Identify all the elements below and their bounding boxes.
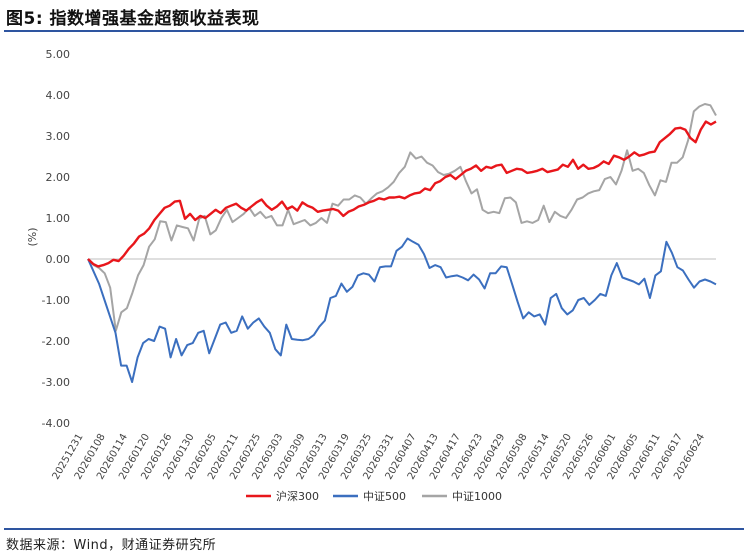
y-tick-label: 3.00 bbox=[46, 130, 71, 143]
y-tick-label: -3.00 bbox=[42, 376, 70, 389]
x-axis: 2025123120260108202601142026012020260126… bbox=[51, 432, 708, 482]
y-tick-label: 4.00 bbox=[46, 89, 71, 102]
legend-label-2: 中证1000 bbox=[452, 490, 502, 503]
series-line-0 bbox=[87, 120, 717, 268]
footer-divider bbox=[4, 528, 744, 530]
series-line-2 bbox=[87, 103, 717, 332]
legend-label-1: 中证500 bbox=[363, 490, 406, 503]
chart-title: 图5: 指数增强基金超额收益表现 bbox=[6, 9, 260, 29]
y-tick-label: -1.00 bbox=[42, 294, 70, 307]
y-tick-label: -2.00 bbox=[42, 335, 70, 348]
series-layer bbox=[87, 103, 717, 383]
y-axis-label: (%) bbox=[26, 227, 39, 246]
y-tick-label: 2.00 bbox=[46, 171, 71, 184]
title-divider bbox=[4, 30, 744, 32]
series-line-1 bbox=[87, 237, 717, 383]
y-axis: 5.00 4.00 3.00 2.00 1.00 0.00 -1.00 -2.00 -3.00 -… bbox=[42, 48, 70, 430]
y-tick-label: 1.00 bbox=[46, 212, 71, 225]
y-tick-label: -4.00 bbox=[42, 417, 70, 430]
y-tick-label: 5.00 bbox=[46, 48, 71, 61]
y-tick-label: 0.00 bbox=[46, 253, 71, 266]
excess-return-line-chart: 5.00 4.00 3.00 2.00 1.00 0.00 -1.00 -2.00 -3.00 -… bbox=[26, 48, 717, 503]
data-source-note: 数据来源：Wind，财通证券研究所 bbox=[6, 538, 217, 553]
legend: 沪深300 中证500 中证1000 bbox=[246, 489, 502, 503]
legend-label-0: 沪深300 bbox=[276, 489, 319, 503]
